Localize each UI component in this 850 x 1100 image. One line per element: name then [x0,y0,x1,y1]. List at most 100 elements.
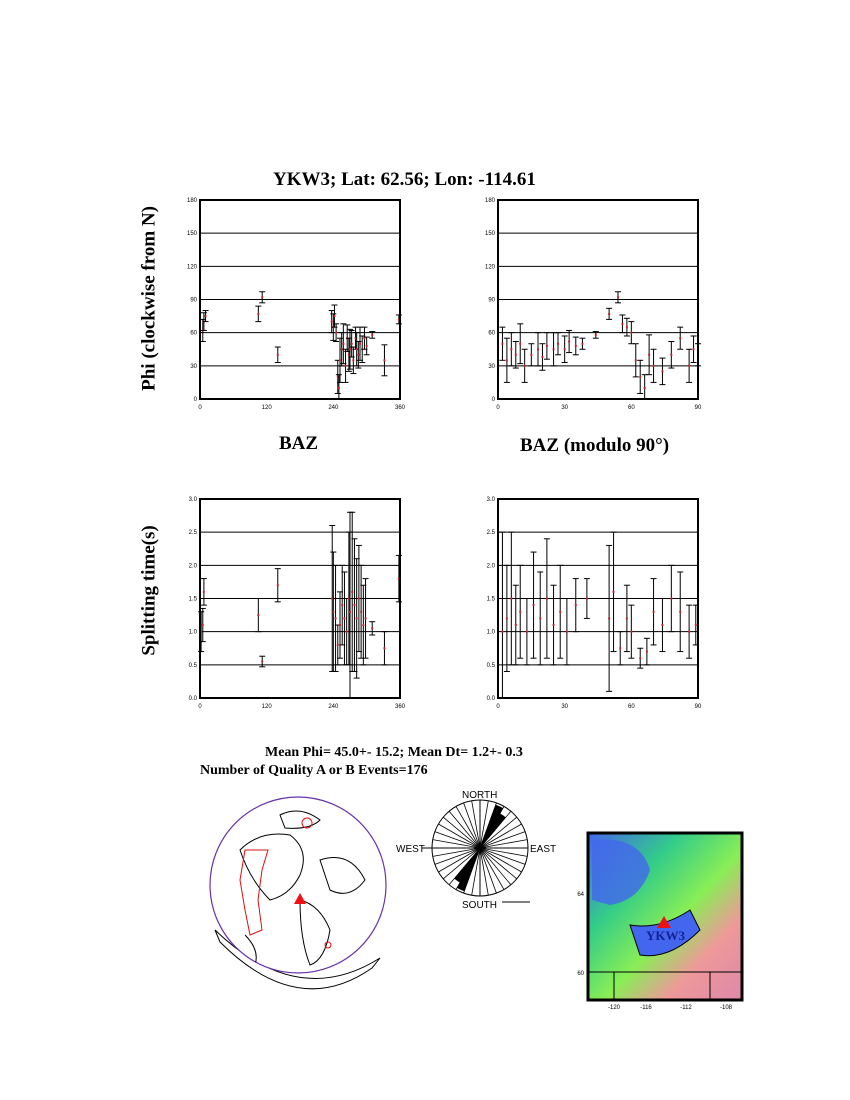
data-point [661,370,664,373]
data-point [505,617,508,620]
data-point [679,337,682,340]
data-point [335,331,338,334]
y-tick-label: 0.5 [487,663,496,669]
x-tick-label: 60 [628,704,635,710]
x-tick-label: 0 [496,405,500,411]
data-point [514,624,517,627]
data-point [257,312,260,315]
rose-spoke [471,847,481,896]
y-tick-label: 0.5 [189,663,198,669]
data-point [688,364,691,367]
data-point [563,348,566,351]
rose-spoke [479,800,489,849]
data-point [519,610,522,613]
data-point [344,364,347,367]
mean-summary: Mean Phi= 45.0+- 15.2; Mean Dt= 1.2+- 0.… [265,745,523,760]
data-point [652,364,655,367]
rose-spoke [448,810,481,849]
data-point [574,344,577,347]
data-point [360,610,363,613]
rose-spoke [442,816,481,849]
event-locations [239,817,332,949]
y-tick-label: 2.5 [487,530,496,536]
data-point [330,320,333,323]
y-tick-label: 0 [492,397,496,403]
y-tick-label: 90 [488,298,495,304]
map-xtick: -108 [720,1005,733,1011]
data-point [670,353,673,356]
y-tick-label: 0.0 [189,696,198,702]
data-point [539,617,542,620]
rose-spoke [438,823,481,849]
data-point [345,630,348,633]
data-point [342,342,345,345]
data-point [201,624,204,627]
rose-spoke [438,847,481,873]
data-point [694,624,697,627]
x-tick-label: 0 [198,405,202,411]
data-point [354,337,357,340]
data-point [353,604,356,607]
data-point [362,624,365,627]
y-tick-label: 150 [187,231,198,237]
rose-petal [457,848,480,892]
y-tick-label: 120 [485,264,496,270]
y-tick-label: 1.5 [487,597,496,603]
rose-spoke [479,847,526,865]
data-point [608,617,611,620]
y-tick-label: 30 [488,364,495,370]
rose-spoke [479,847,489,896]
data-point [652,610,655,613]
data-point [541,355,544,358]
y-tick-label: 60 [190,331,197,337]
scatter-plot-1: 0 30 60 90 120 150 180 0 120 240 360 [187,198,406,411]
data-point [568,340,571,343]
data-point [349,348,351,351]
data-point [333,315,336,318]
data-point [357,353,360,356]
data-point [639,657,642,660]
y-tick-label: 0.0 [487,696,496,702]
scatter-plot-3: 0.0 0.5 1.0 1.5 2.0 2.5 3.0 0 120 240 360 [189,497,406,710]
data-point [692,348,695,351]
rose-spoke [479,847,528,857]
data-point [336,375,339,378]
data-point [581,342,584,345]
data-point [619,647,622,650]
data-point [661,624,664,627]
data-point [200,630,203,633]
rose-label-south: SOUTH [462,900,497,911]
y-tick-label: 1.0 [189,630,198,636]
data-point [648,353,651,356]
data-point [204,315,207,318]
data-point [349,610,351,613]
data-point [537,348,539,351]
station-relief-map: YKW3 64 60 -120 -116 -112 -108 [577,831,744,1011]
data-point [383,359,386,362]
x-tick-label: 360 [395,405,406,411]
map-xtick: -116 [640,1005,652,1011]
map-ytick: 64 [577,892,584,898]
plot-frame [199,199,401,400]
rose-spoke [479,847,497,894]
data-point [552,624,555,627]
map-xtick: -112 [680,1005,692,1011]
data-point [545,597,548,600]
y-tick-label: 1.0 [487,630,496,636]
data-point [365,344,368,347]
data-point [276,353,279,356]
data-point [357,597,360,600]
rose-petal [454,848,480,883]
baz-mod-axis-label: BAZ (modulo 90°) [520,435,670,456]
y-tick-label: 90 [190,298,197,304]
x-tick-label: 60 [628,405,635,411]
y-tick-label: 60 [488,331,495,337]
data-point [339,359,341,362]
y-tick-label: 180 [187,198,198,204]
rose-spoke [471,800,481,849]
map-ytick: 60 [577,971,584,977]
data-point [594,333,597,336]
data-point [331,597,334,600]
rose-spoke [432,847,481,857]
data-point [574,604,577,607]
